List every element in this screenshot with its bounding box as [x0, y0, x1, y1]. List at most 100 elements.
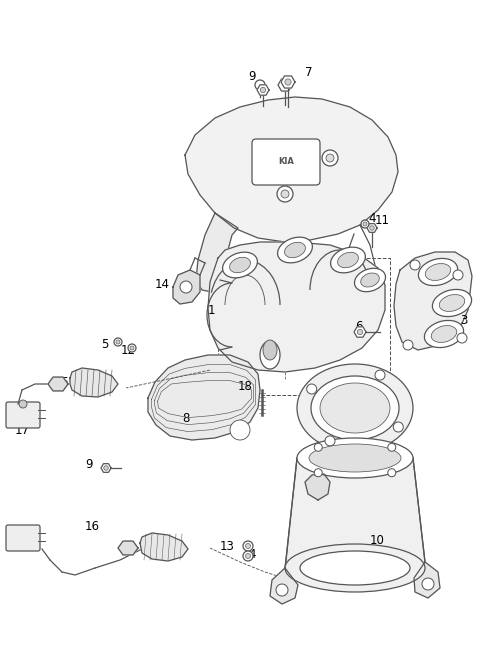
Ellipse shape — [388, 469, 396, 477]
Ellipse shape — [355, 268, 385, 292]
Ellipse shape — [320, 383, 390, 433]
Ellipse shape — [285, 79, 291, 85]
Ellipse shape — [375, 370, 385, 380]
Polygon shape — [367, 224, 377, 232]
Ellipse shape — [360, 273, 379, 287]
Polygon shape — [118, 541, 138, 555]
Ellipse shape — [245, 544, 251, 548]
Ellipse shape — [326, 154, 334, 162]
Ellipse shape — [311, 376, 399, 440]
Text: 18: 18 — [238, 380, 253, 392]
Ellipse shape — [114, 338, 122, 346]
Polygon shape — [285, 458, 425, 570]
Ellipse shape — [260, 87, 266, 92]
Ellipse shape — [285, 544, 425, 592]
Polygon shape — [257, 85, 269, 95]
Ellipse shape — [361, 220, 369, 228]
Ellipse shape — [322, 150, 338, 166]
Text: 16: 16 — [85, 520, 100, 533]
Ellipse shape — [297, 438, 413, 478]
Ellipse shape — [230, 420, 250, 440]
Ellipse shape — [263, 340, 277, 360]
Ellipse shape — [337, 253, 359, 268]
Ellipse shape — [130, 346, 134, 350]
Ellipse shape — [297, 364, 413, 452]
Ellipse shape — [453, 270, 463, 280]
Ellipse shape — [281, 190, 289, 198]
FancyBboxPatch shape — [252, 139, 320, 185]
Ellipse shape — [180, 281, 192, 293]
Ellipse shape — [431, 325, 457, 342]
Ellipse shape — [300, 551, 410, 585]
Text: 2: 2 — [368, 409, 375, 422]
Ellipse shape — [357, 329, 363, 335]
Polygon shape — [70, 368, 118, 397]
Text: 11: 11 — [375, 215, 390, 228]
Ellipse shape — [104, 466, 108, 470]
Ellipse shape — [229, 257, 251, 273]
Text: KIA: KIA — [278, 157, 294, 167]
Ellipse shape — [425, 264, 451, 280]
Ellipse shape — [370, 226, 374, 230]
Ellipse shape — [277, 237, 312, 263]
Polygon shape — [101, 464, 111, 472]
Ellipse shape — [363, 222, 367, 226]
Text: 17: 17 — [15, 424, 30, 436]
Polygon shape — [173, 270, 200, 304]
Ellipse shape — [410, 260, 420, 270]
Text: 9: 9 — [248, 70, 255, 83]
Text: 10: 10 — [370, 533, 385, 546]
Text: 13: 13 — [220, 539, 235, 552]
Ellipse shape — [245, 554, 251, 558]
Ellipse shape — [223, 252, 257, 278]
Polygon shape — [305, 474, 330, 500]
Ellipse shape — [388, 443, 396, 451]
Polygon shape — [185, 97, 398, 242]
Ellipse shape — [116, 340, 120, 344]
Polygon shape — [140, 533, 188, 561]
Text: 4: 4 — [248, 548, 255, 560]
Ellipse shape — [243, 541, 253, 551]
Ellipse shape — [309, 444, 401, 472]
Polygon shape — [196, 213, 238, 292]
Text: 7: 7 — [305, 66, 312, 79]
Ellipse shape — [457, 333, 467, 343]
Ellipse shape — [314, 443, 322, 451]
Polygon shape — [148, 355, 260, 440]
Ellipse shape — [393, 422, 403, 432]
Ellipse shape — [128, 344, 136, 352]
Ellipse shape — [422, 578, 434, 590]
Ellipse shape — [419, 258, 457, 285]
Ellipse shape — [439, 295, 465, 312]
Text: 4: 4 — [368, 211, 375, 224]
Polygon shape — [208, 242, 385, 372]
Ellipse shape — [255, 80, 265, 90]
Ellipse shape — [424, 320, 464, 348]
Ellipse shape — [243, 551, 253, 561]
FancyBboxPatch shape — [6, 402, 40, 428]
Text: 8: 8 — [182, 411, 190, 424]
Ellipse shape — [277, 186, 293, 202]
Ellipse shape — [432, 289, 472, 317]
Polygon shape — [281, 76, 295, 88]
Text: 12: 12 — [121, 344, 136, 356]
Text: 3: 3 — [460, 314, 468, 327]
Polygon shape — [354, 327, 366, 337]
Polygon shape — [414, 562, 440, 598]
Text: 1: 1 — [207, 304, 215, 316]
Polygon shape — [270, 568, 298, 604]
Ellipse shape — [260, 341, 280, 369]
Ellipse shape — [307, 384, 317, 394]
Ellipse shape — [325, 436, 335, 446]
Polygon shape — [48, 377, 68, 391]
Ellipse shape — [403, 340, 413, 350]
Text: 15: 15 — [55, 375, 70, 388]
Ellipse shape — [314, 469, 322, 477]
Ellipse shape — [19, 400, 27, 408]
Polygon shape — [278, 79, 292, 91]
Polygon shape — [394, 252, 472, 350]
Ellipse shape — [285, 242, 305, 258]
Ellipse shape — [276, 584, 288, 596]
Text: 5: 5 — [101, 337, 108, 350]
Ellipse shape — [331, 247, 365, 273]
